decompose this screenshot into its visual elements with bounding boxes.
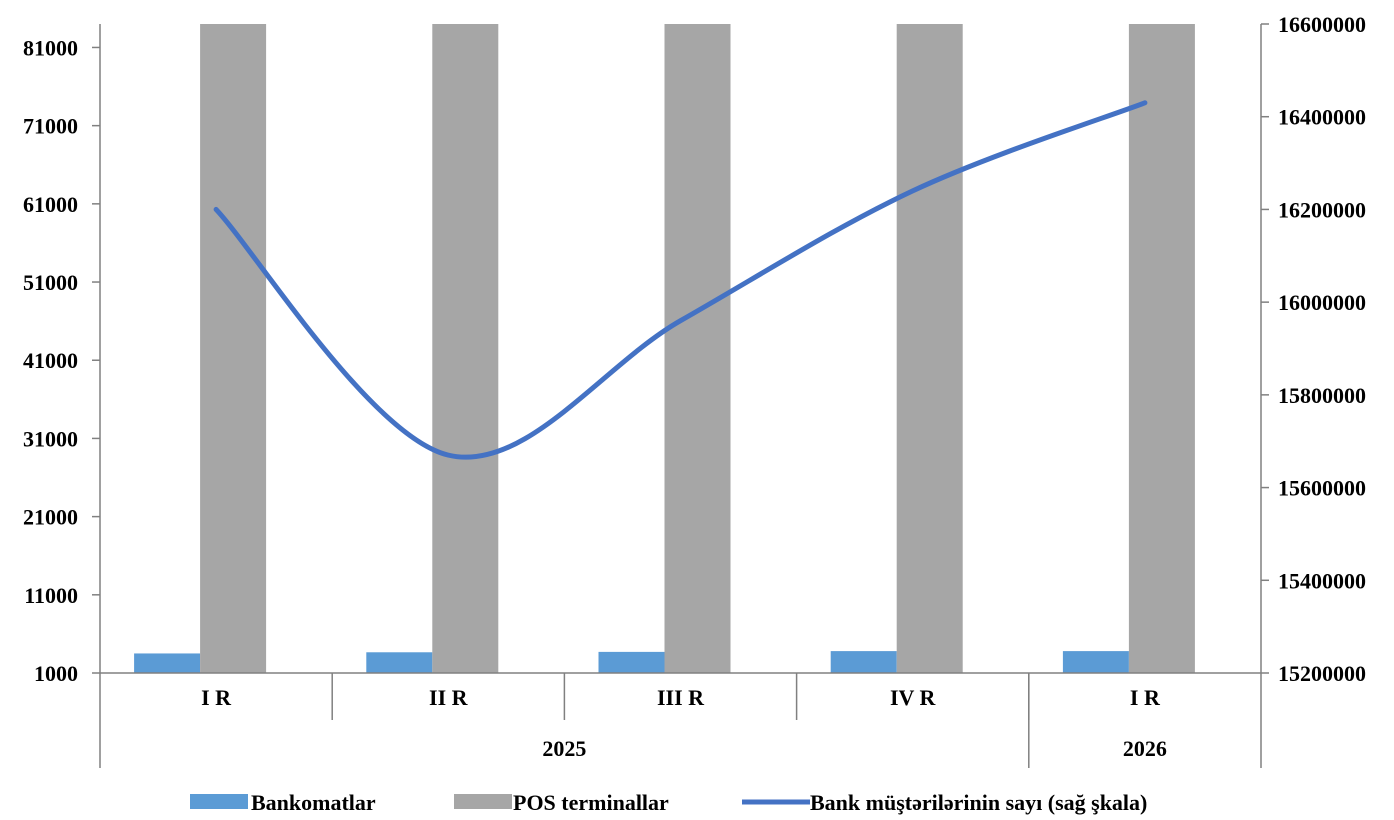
y-left-tick-label: 11000 <box>24 583 78 608</box>
y-left-tick-label: 71000 <box>23 114 78 139</box>
y-left-tick-label: 51000 <box>23 270 78 295</box>
y-right-tick-label: 15800000 <box>1278 383 1366 408</box>
legend-label-0: Bankomatlar <box>251 790 376 815</box>
bar-bankomatlar-3 <box>830 651 897 673</box>
legend-swatch-1 <box>454 794 512 809</box>
bar-bankomatlar-0 <box>134 653 201 673</box>
line-layer <box>213 100 1148 460</box>
x-group-label: 2025 <box>542 736 586 761</box>
bar-pos-terminallar-2 <box>664 24 731 673</box>
y-right-tick-label: 15200000 <box>1278 661 1366 686</box>
y-right-tick-label: 16400000 <box>1278 105 1366 130</box>
bar-bankomatlar-4 <box>1062 651 1129 673</box>
y-left-tick-label: 1000 <box>34 661 78 686</box>
x-tick-label: III R <box>657 685 705 710</box>
bar-bankomatlar-1 <box>366 652 433 673</box>
axes-layer <box>92 23 1269 768</box>
legend-swatch-0 <box>190 794 248 809</box>
x-tick-label: I R <box>201 685 232 710</box>
bar-pos-terminallar-4 <box>1128 24 1195 673</box>
series-line-bank-customers <box>213 100 1148 460</box>
x-tick-label: I R <box>1130 685 1161 710</box>
x-tick-label: IV R <box>890 685 937 710</box>
y-right-tick-label: 16000000 <box>1278 290 1366 315</box>
y-left-tick-label: 61000 <box>23 192 78 217</box>
y-left-tick-label: 41000 <box>23 348 78 373</box>
y-right-tick-label: 15600000 <box>1278 476 1366 501</box>
y-right-tick-label: 16200000 <box>1278 197 1366 222</box>
y-left-tick-label: 31000 <box>23 426 78 451</box>
legend-label-1: POS terminallar <box>513 790 669 815</box>
x-tick-label: II R <box>429 685 469 710</box>
x-group-label: 2026 <box>1123 736 1167 761</box>
y-right-tick-label: 15400000 <box>1278 568 1366 593</box>
y-left-tick-label: 21000 <box>23 505 78 530</box>
legend: Bankomatlar POS terminallar Bank müştərilə… <box>190 790 1147 815</box>
bar-pos-terminallar-0 <box>200 24 267 673</box>
legend-label-2: Bank müştərilərinin sayı (sağ şkala) <box>810 790 1147 815</box>
bar-pos-terminallar-3 <box>896 24 963 673</box>
bar-bankomatlar-2 <box>598 651 665 673</box>
bar-pos-terminallar-1 <box>432 24 499 673</box>
bars-layer <box>134 24 1195 673</box>
labels-layer: 1000 11000 21000 31000 41000 51000 61000 71000 8… <box>23 12 1366 761</box>
y-left-tick-label: 81000 <box>23 35 78 60</box>
y-right-tick-label: 16600000 <box>1278 12 1366 37</box>
